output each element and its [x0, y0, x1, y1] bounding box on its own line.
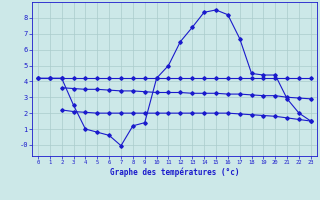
X-axis label: Graphe des températures (°c): Graphe des températures (°c) [110, 168, 239, 177]
